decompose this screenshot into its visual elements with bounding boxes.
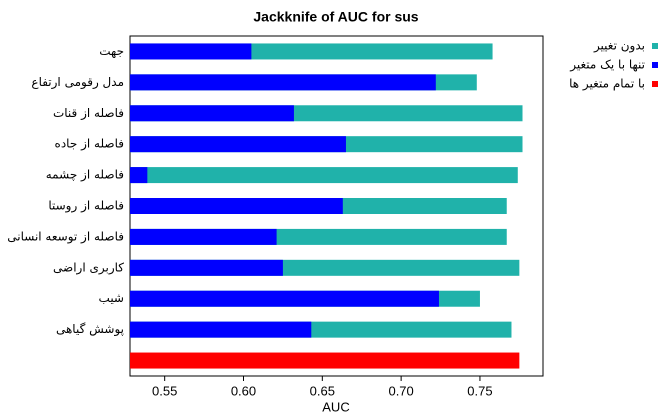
bar [130, 198, 343, 214]
legend-label: تنها با یک متغیر [569, 58, 645, 73]
bar [130, 167, 148, 184]
chart-title: Jackknife of AUC for sus [253, 9, 418, 25]
y-tick-label: مدل رقومی ارتفاع [31, 75, 124, 90]
y-tick-label: فاصله از چشمه [46, 168, 124, 183]
y-tick-label: جهت [99, 44, 124, 58]
x-axis-label: AUC [322, 399, 349, 414]
x-tick-label: 0.60 [231, 383, 256, 398]
x-tick-label: 0.55 [152, 383, 177, 398]
y-tick-label: فاصله از قنات [53, 106, 124, 121]
legend-swatch [652, 43, 658, 49]
bar [130, 228, 277, 245]
x-tick-label: 0.70 [388, 383, 413, 398]
y-tick-label: فاصله از جاده [55, 137, 124, 152]
y-tick-label: فاصله از روستا [48, 199, 124, 214]
bar [130, 167, 518, 184]
x-tick-label: 0.75 [467, 383, 492, 398]
legend-label: بدون تغییر [593, 39, 645, 54]
legend-swatch [652, 81, 658, 87]
bar [130, 43, 252, 60]
bar [130, 259, 283, 276]
bar [130, 290, 439, 307]
x-tick-label: 0.65 [310, 383, 335, 398]
y-tick-label: شیب [99, 291, 124, 305]
legend-label: با تمام متغیر ها [569, 77, 645, 92]
legend-swatch [652, 62, 658, 68]
bar [130, 136, 346, 153]
bar [130, 105, 294, 122]
y-tick-label: پوشش گیاهی [56, 322, 124, 337]
y-tick-label: فاصله از توسعه انسانی [7, 229, 124, 244]
bar [130, 321, 312, 338]
bar [130, 352, 520, 369]
bar [130, 74, 436, 91]
y-tick-label: کاربری اراضی [53, 260, 124, 275]
